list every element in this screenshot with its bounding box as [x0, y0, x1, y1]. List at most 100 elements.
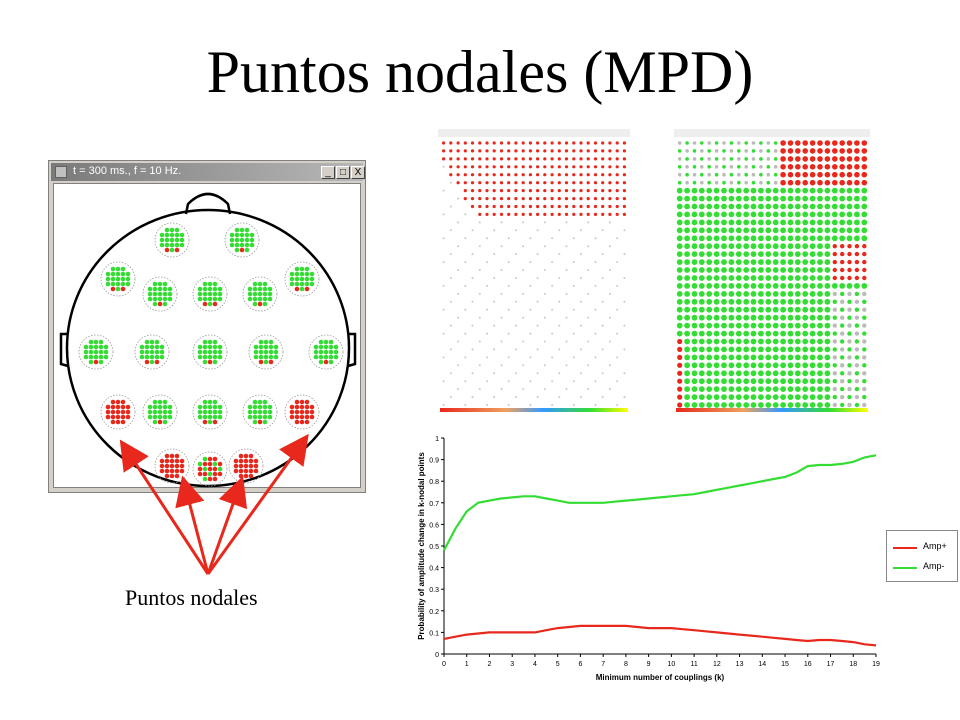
matrix-cell: [622, 212, 626, 216]
matrix-cell: [817, 354, 823, 361]
matrix-cell: [794, 370, 801, 377]
matrix-cell: [765, 386, 772, 392]
matrix-cell: [787, 140, 794, 146]
matrix-cell: [623, 348, 626, 351]
matrix-cell: [706, 195, 713, 202]
matrix-cell: [861, 283, 868, 289]
electrode-dot: [159, 468, 165, 474]
electrode-dot: [294, 276, 300, 282]
matrix-cell: [840, 363, 845, 368]
matrix-cell: [758, 219, 764, 226]
matrix-cell: [861, 171, 868, 178]
matrix-cell: [486, 404, 488, 406]
x-tick-label: 15: [781, 661, 789, 668]
matrix-cell: [706, 219, 713, 226]
matrix-cell: [861, 227, 868, 234]
x-tick-label: 4: [533, 661, 537, 668]
matrix-cell: [684, 330, 690, 337]
matrix-cell: [824, 283, 831, 289]
matrix-cell: [676, 298, 683, 305]
matrix-cell: [794, 378, 801, 385]
matrix-cell: [586, 141, 590, 145]
matrix-cell: [691, 394, 698, 400]
matrix-cell: [676, 306, 683, 313]
matrix-cell: [750, 251, 757, 257]
electrode-dot: [93, 349, 99, 355]
electrode-dot: [167, 291, 173, 297]
electrode-dot: [169, 468, 175, 474]
matrix-cell: [758, 346, 764, 353]
y-tick-label: 0.5: [429, 544, 439, 551]
matrix-cell: [737, 165, 741, 169]
matrix-cell: [493, 300, 496, 303]
maximize-button[interactable]: □: [336, 166, 350, 179]
electrode-dot: [304, 281, 310, 287]
matrix-cell: [780, 275, 786, 281]
matrix-cell: [780, 171, 786, 178]
matrix-cell: [824, 140, 831, 146]
coupling-matrix-left-svg: [436, 127, 648, 413]
window-title-bar[interactable]: t = 300 ms., f = 10 Hz. _ □ X: [51, 163, 365, 181]
matrix-cell: [706, 386, 713, 392]
electrode-dot: [247, 291, 253, 297]
electrode-dot: [207, 466, 213, 472]
electrode-dot: [234, 247, 240, 253]
matrix-cell: [809, 362, 816, 369]
electrode-dot: [202, 471, 208, 477]
matrix-cell: [772, 219, 779, 226]
electrode-dot: [202, 476, 208, 482]
matrix-cell: [685, 180, 689, 185]
matrix-cell: [817, 306, 823, 313]
matrix-cell: [692, 149, 697, 153]
matrix-cell: [698, 362, 705, 369]
matrix-cell: [802, 164, 808, 170]
matrix-cell: [735, 314, 742, 321]
electrode-dot: [239, 247, 245, 253]
matrix-cell: [471, 229, 474, 232]
matrix-cell: [457, 221, 460, 224]
electrode-dot: [164, 473, 170, 479]
matrix-cell: [587, 340, 590, 343]
electrode-dot: [152, 419, 158, 425]
electrode-dot: [268, 359, 274, 365]
matrix-cell: [735, 259, 742, 265]
matrix-cell: [728, 251, 735, 257]
matrix-cell: [557, 173, 561, 177]
matrix-cell: [758, 402, 764, 408]
matrix-cell: [832, 394, 837, 400]
matrix-cell: [743, 370, 750, 377]
matrix-cell: [773, 165, 778, 169]
matrix-cell: [713, 235, 720, 242]
matrix-cell: [551, 332, 554, 335]
electrode-dot: [157, 409, 163, 415]
matrix-cell: [839, 187, 846, 194]
matrix-cell: [735, 354, 742, 361]
minimize-button[interactable]: _: [321, 166, 335, 179]
matrix-cell: [564, 189, 569, 193]
scalp-map: [154, 448, 190, 484]
matrix-cell: [780, 211, 786, 218]
matrix-cell: [564, 181, 569, 185]
matrix-cell: [809, 378, 816, 385]
matrix-cell: [794, 330, 801, 337]
matrix-cell: [787, 291, 794, 297]
electrode-dot: [233, 463, 239, 469]
matrix-cell: [713, 322, 720, 329]
close-button[interactable]: X: [351, 166, 365, 179]
electrode-dot: [299, 419, 305, 425]
matrix-cell: [449, 324, 452, 327]
matrix-cell: [728, 219, 735, 226]
matrix-cell: [608, 221, 611, 224]
matrix-cell: [691, 259, 698, 265]
matrix-cell: [714, 180, 719, 185]
electrode-dot: [318, 349, 324, 355]
electrode-dot: [299, 271, 305, 277]
matrix-cell: [780, 298, 786, 305]
matrix-cell: [543, 316, 546, 319]
matrix-cell: [593, 204, 598, 209]
electrode-dot: [169, 227, 175, 233]
electrode-dot: [328, 339, 334, 345]
matrix-cell: [616, 237, 619, 240]
matrix-cell: [593, 141, 598, 145]
matrix-cell: [442, 189, 445, 192]
